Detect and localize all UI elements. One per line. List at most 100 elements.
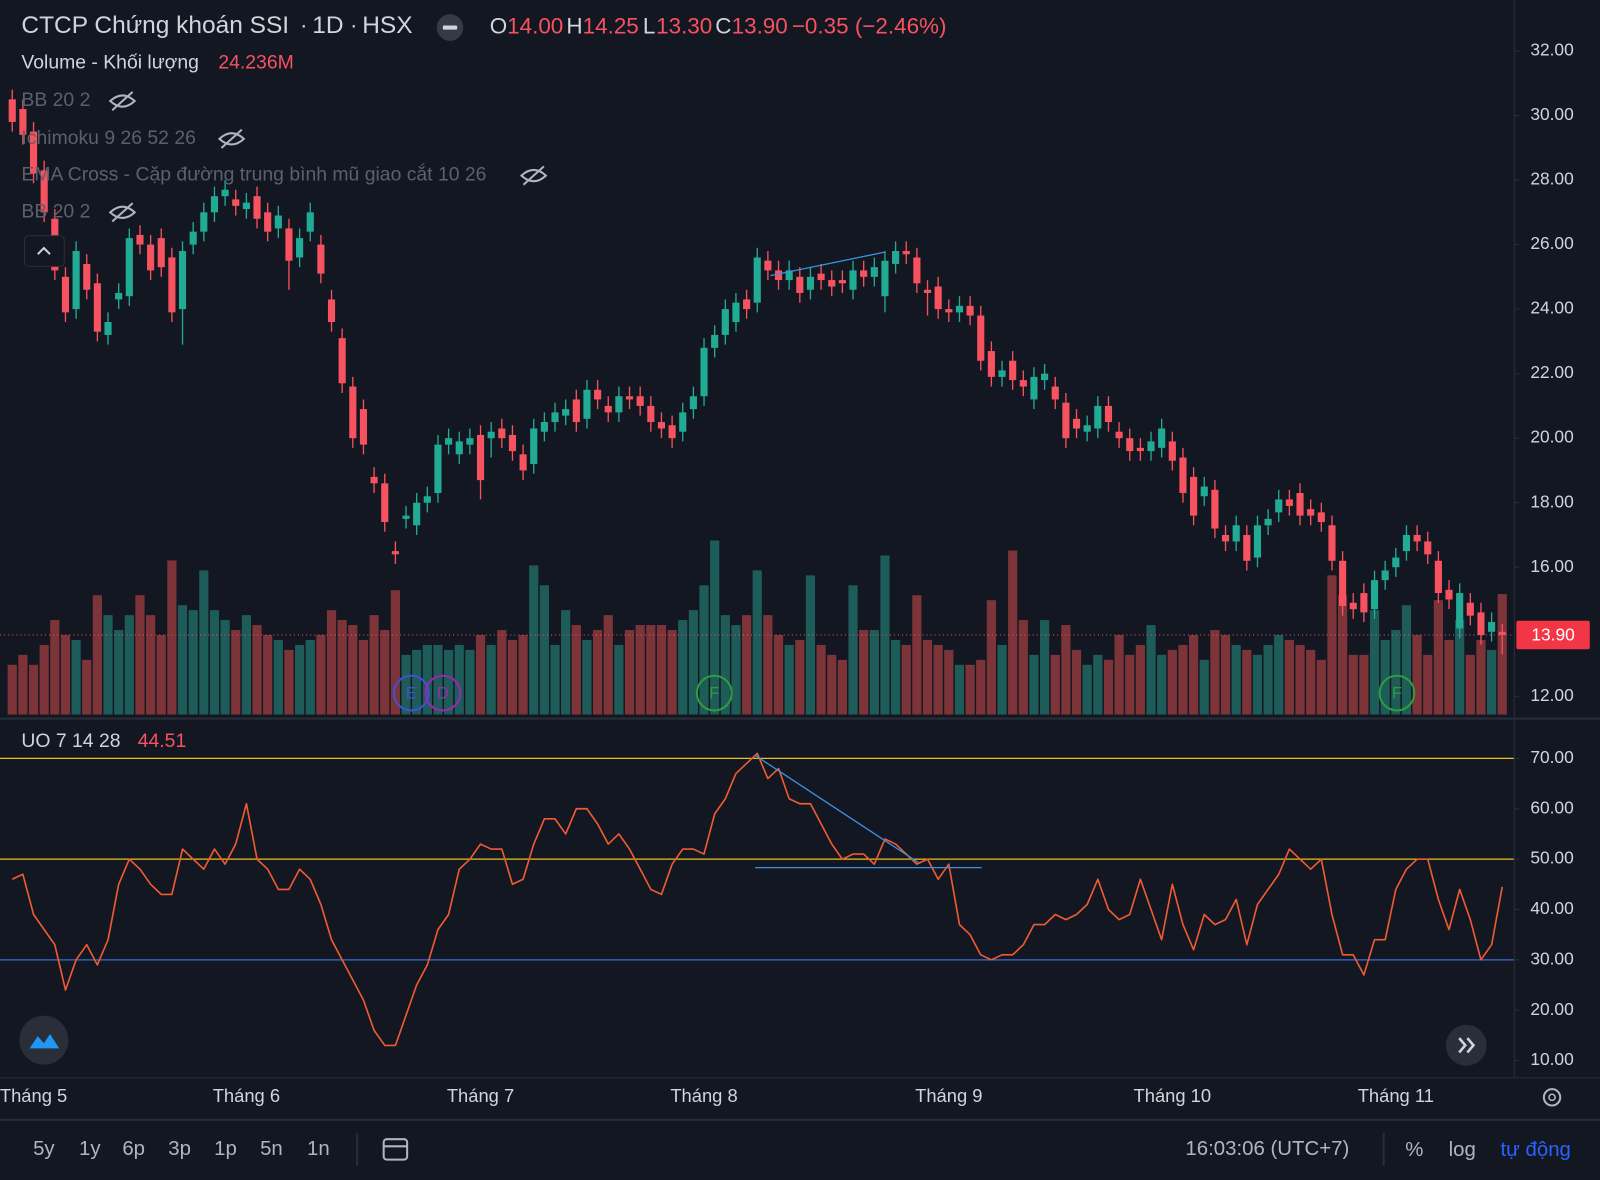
volume-bar [337, 620, 347, 715]
candle-body [870, 267, 878, 277]
y-tick-label: 28.00 [1530, 169, 1573, 189]
indicator-name[interactable]: BB 20 2 [21, 200, 90, 222]
log-toggle[interactable]: log [1449, 1139, 1476, 1161]
candle-body [1083, 425, 1091, 432]
hidden-icon[interactable] [519, 165, 548, 186]
candle-body [232, 199, 240, 206]
volume-bar [369, 615, 379, 715]
candle-body [977, 315, 985, 361]
indicator-name[interactable]: BB 20 2 [21, 89, 90, 111]
event-marker[interactable] [424, 674, 462, 712]
volume-bar [1018, 620, 1028, 715]
event-marker[interactable] [695, 674, 733, 712]
volume-bar [805, 575, 816, 715]
x-tick-label: Tháng 6 [213, 1085, 280, 1106]
trend-drawing [770, 251, 885, 277]
candle-body [934, 286, 942, 310]
interval[interactable]: 1D [312, 12, 343, 39]
legend-toggle[interactable] [23, 235, 65, 267]
candle-body [625, 396, 634, 400]
candle-body [455, 441, 463, 455]
volume-bar [1199, 659, 1209, 715]
candle-body [370, 476, 378, 484]
event-marker[interactable] [1378, 674, 1416, 712]
logo-button[interactable] [19, 1015, 69, 1065]
volume-bar [92, 595, 102, 715]
range-button[interactable]: 1y [79, 1138, 101, 1160]
candle-body [1307, 509, 1315, 516]
auto-toggle[interactable]: tự động [1501, 1139, 1571, 1161]
volume-bar [529, 565, 539, 715]
range-button[interactable]: 1p [214, 1138, 237, 1160]
axes: 12.00 14.00 16.00 18.00 20.00 22.00 24.00 26.00… [0, 0, 1600, 1121]
candle-body [476, 434, 485, 481]
candle-body [604, 405, 612, 413]
hidden-icon[interactable] [108, 91, 137, 112]
volume-bar [742, 615, 752, 715]
volume-bar [933, 644, 943, 715]
candle-body [402, 515, 410, 519]
indicator-name[interactable]: EMA Cross - Cặp đường trung bình mũ giao… [21, 163, 486, 186]
uo-name[interactable]: UO 7 14 28 [21, 730, 120, 752]
indicator-name[interactable]: Volume - Khối lượng [21, 51, 199, 73]
settings-icon [1548, 1093, 1556, 1102]
volume-bar [28, 664, 39, 715]
range-button[interactable]: 1n [307, 1138, 330, 1160]
candle-body [157, 238, 165, 268]
calendar-button[interactable] [382, 1138, 409, 1161]
last-price-label: 13.90 [1531, 625, 1574, 645]
event-label: E [406, 684, 417, 702]
candle-body [1328, 525, 1336, 561]
candle-body [817, 273, 825, 281]
candle-body [913, 257, 921, 284]
uo-tick-label: 70.00 [1530, 747, 1573, 767]
volume-bar [475, 634, 486, 715]
volume-bar [1135, 644, 1145, 715]
volume-bar [1284, 639, 1294, 715]
candle-body [242, 202, 250, 210]
hidden-icon[interactable] [217, 128, 246, 149]
volume-bar [1348, 654, 1358, 715]
volume-bar [1050, 654, 1060, 715]
candle-body [136, 234, 144, 245]
volume-bar [848, 585, 858, 715]
volume-bar [146, 615, 156, 715]
candle-body [881, 260, 889, 297]
uo-line [11, 752, 1504, 1047]
volume-bar [1412, 634, 1422, 715]
range-button[interactable]: 6p [122, 1138, 145, 1160]
candle-body [253, 196, 261, 219]
ohlc-value: 13.30 [656, 13, 712, 38]
volume-bar [1093, 654, 1103, 715]
clock: 16:03:06 (UTC+7) [1185, 1138, 1349, 1160]
candle-body [19, 109, 27, 135]
y-tick-label: 22.00 [1530, 362, 1573, 382]
candle-body [1264, 518, 1272, 526]
volume-bar [60, 634, 71, 715]
volume-bar [1103, 659, 1114, 715]
volume-bar [507, 639, 518, 715]
percent-toggle[interactable]: % [1405, 1139, 1423, 1161]
range-button[interactable]: 5y [33, 1138, 55, 1160]
hidden-icon[interactable] [108, 202, 137, 223]
volume-bar [103, 615, 113, 715]
candle-body [1147, 441, 1155, 452]
candle-body [806, 276, 815, 290]
volume-bar [18, 654, 28, 715]
volume-bar [763, 615, 773, 715]
volume-bar [539, 585, 549, 715]
settings-button[interactable] [1542, 1088, 1562, 1107]
indicator-name[interactable]: Ichimoku 9 26 52 26 [21, 127, 195, 149]
range-button[interactable]: 3p [168, 1138, 191, 1160]
range-button[interactable]: 5n [260, 1138, 283, 1160]
volume-bar [326, 610, 337, 715]
event-marker[interactable] [392, 674, 430, 712]
candle-body [572, 399, 580, 423]
volume-bar [1274, 634, 1284, 715]
volume-bar [837, 659, 847, 715]
candle-body [1115, 431, 1123, 439]
volume-bar [1178, 644, 1188, 715]
trend-drawing [754, 754, 919, 864]
volume-bar [1252, 654, 1263, 715]
candle-body [466, 438, 474, 445]
